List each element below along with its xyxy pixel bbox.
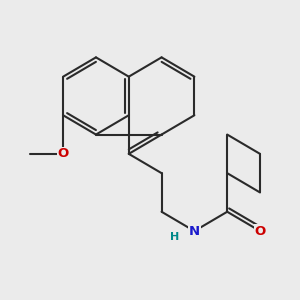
- Text: O: O: [254, 225, 266, 238]
- Text: O: O: [58, 147, 69, 161]
- Text: N: N: [189, 225, 200, 238]
- Text: H: H: [170, 232, 180, 242]
